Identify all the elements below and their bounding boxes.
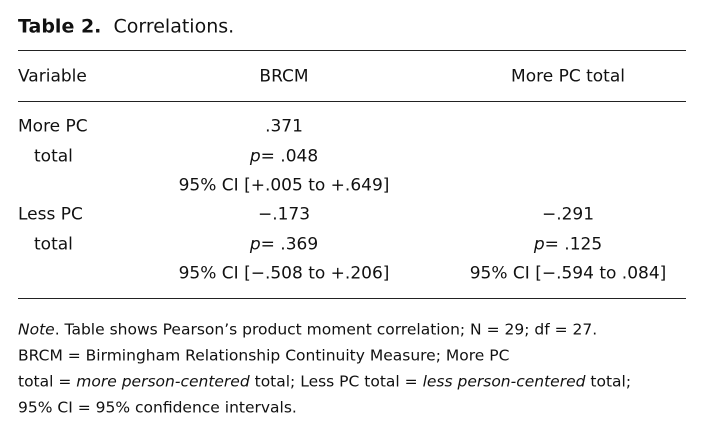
table-label: Table 2. [18,15,102,38]
header-cell: Variable [18,66,87,87]
note-text: Note [18,320,55,339]
note-text: more person-centered [76,372,250,391]
p-number: = .048 [260,146,319,166]
correlation: −.173 [257,204,311,225]
variable-label: More PC [18,116,88,137]
confidence-interval: 95% CI [−.594 to .084] [469,263,667,284]
top-rule [18,50,686,51]
correlation: .371 [265,116,303,137]
p-symbol: p [533,234,545,254]
correlation: −.291 [541,204,595,225]
table-caption: Correlations. [113,15,235,38]
note-line: total = more person-centered total; Less… [18,374,631,390]
p-value: p= .125 [534,236,602,253]
variable-label: total [34,234,73,254]
variable-label: total [34,146,73,166]
note-line: 95% CI = 95% confidence intervals. [18,400,297,416]
header-cell: BRCM [259,66,309,87]
bottom-rule [18,298,686,299]
p-symbol: p [249,146,261,166]
header-rule [18,101,686,102]
p-value: p= .369 [250,236,318,253]
note-text: total; Less PC total = [249,372,423,391]
note-text: total = [18,372,77,391]
note-line: Note. Table shows Pearson’s product mome… [18,322,597,338]
p-number: = .369 [260,234,319,254]
confidence-interval: 95% CI [+.005 to +.649] [178,175,390,196]
p-symbol: p [249,234,261,254]
p-number: = .125 [544,234,603,254]
variable-label: Less PC [18,204,83,225]
note-text: total; [585,372,632,391]
note-text: BRCM = Birmingham Relationship Continuit… [18,346,510,365]
note-text: . Table shows Pearson’s product moment c… [54,320,598,339]
confidence-interval: 95% CI [−.508 to +.206] [178,263,390,284]
header-cell: More PC total [511,66,625,87]
table-title: Table 2. Correlations. [18,15,235,38]
note-line: BRCM = Birmingham Relationship Continuit… [18,348,509,364]
note-text: less person-centered [422,372,586,391]
p-value: p= .048 [250,148,318,165]
note-text: 95% CI = 95% confidence intervals. [18,398,297,417]
